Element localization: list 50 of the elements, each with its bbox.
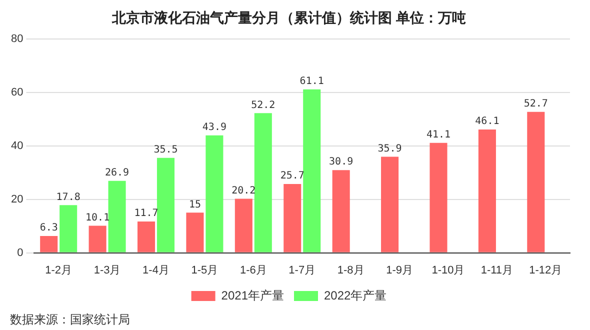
x-tick-label: 1-10月	[432, 264, 465, 276]
x-tick-label: 1-2月	[45, 264, 72, 276]
bar	[303, 89, 321, 252]
data-label: 61.1	[300, 76, 324, 87]
x-tick-label: 1-8月	[337, 264, 364, 276]
bar	[186, 212, 204, 252]
data-label: 52.2	[251, 100, 276, 111]
bar	[40, 236, 58, 252]
x-tick-label: 1-11月	[480, 264, 514, 276]
bar	[254, 113, 272, 252]
data-label: 35.9	[378, 143, 402, 154]
bar	[206, 135, 224, 252]
x-tick-label: 1-4月	[142, 264, 170, 276]
data-label: 26.9	[104, 167, 130, 178]
bar	[430, 142, 448, 252]
bar	[332, 170, 350, 252]
bar	[137, 222, 156, 252]
chart-title: 北京市液化石油气产量分月（累计值）统计图 单位：万吨	[111, 9, 466, 26]
bar	[234, 198, 252, 252]
bar	[478, 129, 496, 252]
bar	[527, 112, 545, 252]
legend-label: 2022年产量	[324, 288, 387, 302]
data-label: 6.3	[40, 222, 58, 234]
y-tick-label: 60	[10, 86, 24, 98]
y-tick-label: 20	[10, 193, 24, 206]
x-tick-label: 1-6月	[240, 264, 267, 276]
x-tick-label: 1-9月	[386, 264, 413, 276]
bar	[284, 184, 302, 252]
bar	[88, 226, 106, 252]
bar	[381, 156, 399, 252]
bar	[156, 158, 175, 252]
x-tick-label: 1-3月	[94, 264, 121, 276]
data-label: 46.1	[475, 116, 500, 128]
data-label: 35.5	[154, 144, 178, 156]
y-tick-label: 40	[10, 140, 24, 152]
data-label: 30.9	[329, 156, 354, 168]
x-tick-label: 1-12月	[529, 264, 562, 276]
data-label: 41.1	[426, 129, 451, 140]
legend-label: 2021年产量	[221, 288, 284, 302]
data-label: 43.9	[202, 122, 226, 133]
bar	[108, 180, 126, 252]
y-tick-label: 0	[17, 246, 24, 259]
data-label: 52.7	[524, 98, 548, 110]
data-label: 17.8	[56, 192, 80, 203]
data-label: 15	[188, 199, 201, 210]
source-note: 数据来源：国家统计局	[10, 312, 130, 326]
x-tick-label: 1-5月	[191, 264, 218, 276]
x-tick-label: 1-7月	[288, 264, 316, 276]
bar	[60, 205, 78, 252]
y-tick-label: 80	[10, 32, 24, 45]
